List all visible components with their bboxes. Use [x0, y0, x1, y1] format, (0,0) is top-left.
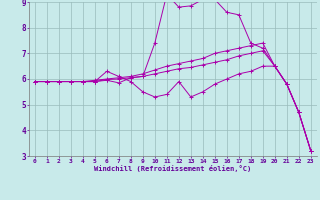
- X-axis label: Windchill (Refroidissement éolien,°C): Windchill (Refroidissement éolien,°C): [94, 165, 252, 172]
